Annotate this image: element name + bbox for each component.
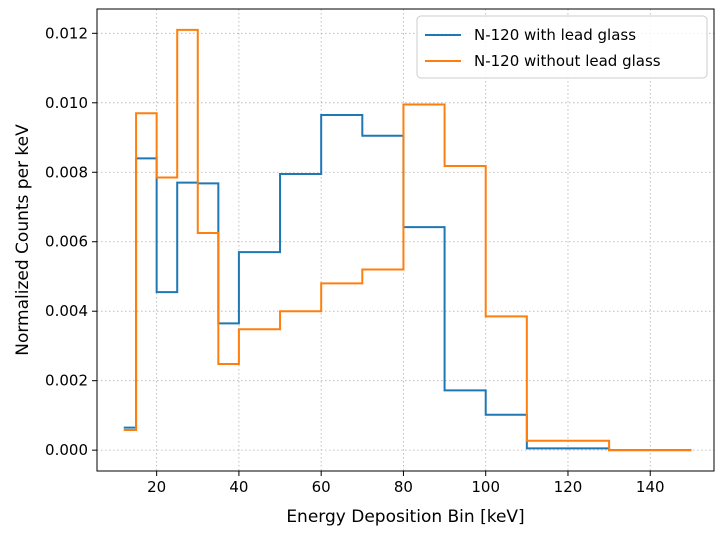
- y-tick-label: 0.004: [45, 302, 88, 320]
- x-tick-label: 20: [147, 478, 166, 496]
- axis-ticks: 20 40 60 80 100 120 140 0.000 0.002 0.004 0.006 0.0…: [45, 24, 665, 496]
- x-tick-label: 100: [471, 478, 500, 496]
- y-tick-label: 0.008: [45, 163, 88, 181]
- series-without-lead-glass: [123, 28, 692, 452]
- y-tick-label: 0.010: [45, 94, 88, 112]
- x-tick-label: 80: [394, 478, 413, 496]
- series-with-lead-glass: [123, 113, 692, 452]
- y-tick-label: 0.000: [45, 441, 88, 459]
- x-tick-label: 40: [229, 478, 248, 496]
- y-axis-label: Normalized Counts per keV: [13, 124, 33, 356]
- legend-box: [416, 15, 708, 79]
- legend-label-with-lead-glass: N-120 with lead glass: [474, 26, 636, 44]
- plot-frame: [96, 8, 715, 472]
- x-axis-label: Energy Deposition Bin [keV]: [286, 507, 524, 527]
- x-tick-label: 60: [312, 478, 331, 496]
- series-layer: [123, 28, 692, 452]
- legend: N-120 with lead glass N-120 without lead…: [416, 15, 708, 79]
- x-tick-label: 120: [554, 478, 583, 496]
- x-tick-label: 140: [636, 478, 665, 496]
- y-tick-label: 0.012: [45, 24, 88, 42]
- y-tick-label: 0.002: [45, 372, 88, 390]
- y-tick-label: 0.006: [45, 233, 88, 251]
- legend-label-without-lead-glass: N-120 without lead glass: [474, 52, 661, 70]
